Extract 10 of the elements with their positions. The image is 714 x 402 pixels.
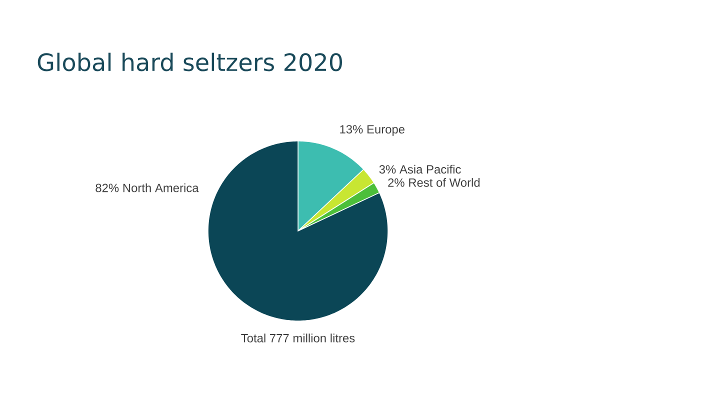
slice-label: Europe <box>367 125 404 136</box>
data-label: 3% <box>379 165 396 174</box>
chart-title: Global hard seltzers 2020 <box>38 52 342 72</box>
data-label: 2% <box>388 178 404 187</box>
text: Total 777 million litres <box>241 334 355 342</box>
slice-label: Asia Pacific <box>399 164 461 174</box>
data-label: 13% <box>340 125 363 134</box>
slice-label: North America <box>123 183 199 192</box>
data-label: 82% <box>96 184 119 192</box>
slice-label: Rest of World <box>409 178 480 187</box>
